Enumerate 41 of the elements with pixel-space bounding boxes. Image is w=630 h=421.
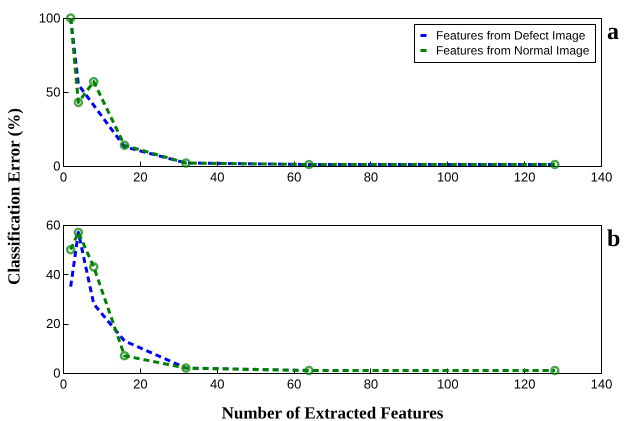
- y-axis-title: Classification Error (%): [4, 108, 24, 285]
- point: [120, 350, 130, 361]
- x-tick-label: 100: [436, 170, 459, 184]
- legend-label: Features from Normal Image: [436, 44, 590, 58]
- point: [66, 244, 76, 254]
- x-tick-label: 80: [364, 376, 378, 392]
- y-tick-label: 50: [46, 84, 60, 100]
- point: [181, 158, 191, 168]
- x-tick-label: 100: [436, 376, 459, 392]
- point: [88, 262, 99, 272]
- y-tick-label: 100: [38, 10, 60, 26]
- x-tick-label: 20: [133, 376, 148, 392]
- legend-label: Features from Defect Image: [436, 28, 586, 42]
- point: [304, 366, 314, 376]
- point: [550, 366, 560, 376]
- x-tick-label: 20: [133, 170, 148, 184]
- x-tick-label: 120: [514, 170, 536, 184]
- point: [74, 228, 84, 238]
- x-tick-label: 40: [210, 170, 224, 184]
- y-tick-label: 0: [53, 366, 60, 380]
- point: [120, 140, 130, 150]
- text: a: [607, 19, 619, 45]
- point: [88, 76, 99, 86]
- x-tick-label: 40: [210, 376, 224, 392]
- x-tick-label: 120: [514, 376, 536, 392]
- y-tick-label: 20: [46, 316, 60, 332]
- y-tick-label: 40: [46, 266, 60, 282]
- x-tick-label: 60: [286, 376, 302, 392]
- point: [550, 160, 560, 170]
- point: [74, 98, 84, 108]
- point: [66, 13, 76, 23]
- x-tick-label: 60: [286, 170, 302, 184]
- x-tick-label: 140: [590, 170, 612, 184]
- y-tick-label: 0: [53, 158, 60, 174]
- x-tick-label: 80: [364, 170, 378, 184]
- point: [181, 363, 191, 373]
- x-tick-label: 140: [590, 376, 612, 392]
- x-axis-title: Number of Extracted Features: [222, 404, 444, 421]
- text: b: [607, 226, 620, 252]
- point: [304, 160, 314, 170]
- y-tick-label: 60: [46, 218, 60, 232]
